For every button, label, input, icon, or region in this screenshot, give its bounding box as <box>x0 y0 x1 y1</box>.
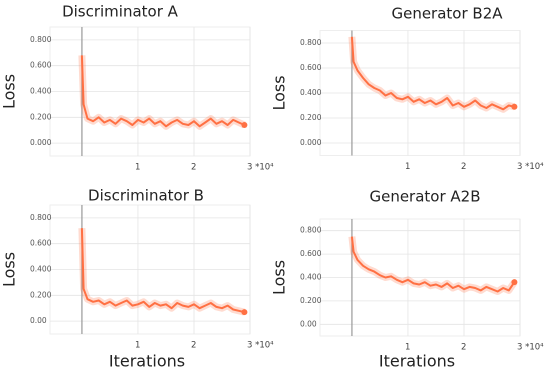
loss-line <box>350 36 515 111</box>
chart-title: Discriminator A <box>62 3 179 21</box>
x-tick-label: 2 <box>461 343 466 353</box>
x-tick-label: 1 <box>135 341 140 351</box>
end-point <box>511 279 518 286</box>
y-tick-label: 0.200 <box>300 296 322 305</box>
y-tick-label: 0.200 <box>30 112 52 121</box>
chart-title: Discriminator B <box>88 187 204 205</box>
y-tick-label: 0.800 <box>30 213 52 222</box>
y-tick-label: 0.200 <box>300 113 322 122</box>
y-tick-label: 0.00 <box>30 316 47 325</box>
y-tick-label: 0.800 <box>30 35 52 44</box>
x-tick-label: 1 <box>135 163 140 173</box>
x-tick-label: 1 <box>405 162 410 172</box>
chart-title: Generator B2A <box>391 5 503 23</box>
y-axis-label: Loss <box>270 75 289 110</box>
y-tick-label: 0.200 <box>30 290 52 299</box>
y-tick-label: 0.400 <box>300 88 322 97</box>
loss-line <box>80 55 245 128</box>
y-tick-label: 0.600 <box>30 61 52 70</box>
end-point <box>241 122 248 129</box>
x-tick-label: 3 *10⁴ <box>517 162 544 172</box>
end-point <box>511 103 518 110</box>
end-point <box>241 309 248 316</box>
y-tick-label: 0.600 <box>300 249 322 258</box>
x-axis-label: Iterations <box>109 352 185 370</box>
x-tick-label: 3 *10⁴ <box>247 163 274 173</box>
y-tick-label: 0.000 <box>300 138 322 147</box>
x-tick-label: 2 <box>191 341 196 351</box>
x-tick-label: 1 <box>405 343 410 353</box>
x-tick-label: 3 *10⁴ <box>517 343 544 353</box>
y-tick-label: 0.000 <box>30 138 52 147</box>
y-tick-label: 0.400 <box>300 273 322 282</box>
y-tick-label: 0.00 <box>300 319 317 328</box>
x-tick-label: 3 *10⁴ <box>247 341 274 351</box>
y-tick-label: 0.600 <box>30 239 52 248</box>
y-tick-label: 0.600 <box>300 63 322 72</box>
x-tick-label: 2 <box>461 162 466 172</box>
y-tick-label: 0.800 <box>300 38 322 47</box>
x-tick-label: 2 <box>191 163 196 173</box>
x-axis-label: Iterations <box>379 352 455 370</box>
y-axis-label: Loss <box>0 74 19 109</box>
y-axis-label: Loss <box>270 260 289 295</box>
chart-title: Generator A2B <box>369 188 480 206</box>
y-tick-label: 0.800 <box>300 226 322 235</box>
y-tick-label: 0.400 <box>30 265 52 274</box>
loss-line <box>350 236 516 293</box>
loss-line <box>80 228 245 314</box>
y-axis-label: Loss <box>0 252 19 287</box>
y-tick-label: 0.400 <box>30 87 52 96</box>
